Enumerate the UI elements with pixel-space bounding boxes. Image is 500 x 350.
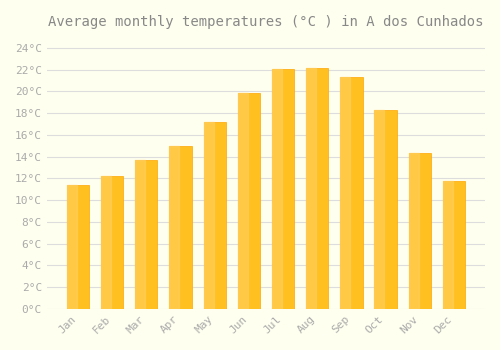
Bar [101, 176, 111, 309]
Bar [408, 153, 431, 309]
Bar [204, 122, 226, 309]
Bar [101, 176, 123, 309]
Bar [170, 146, 192, 309]
Bar [443, 181, 465, 309]
Bar [340, 77, 350, 309]
Bar [408, 153, 418, 309]
Bar [170, 146, 179, 309]
Bar [306, 68, 328, 309]
Bar [238, 92, 260, 309]
Bar [374, 110, 396, 309]
Bar [272, 69, 282, 309]
Bar [443, 181, 453, 309]
Bar [340, 77, 362, 309]
Title: Average monthly temperatures (°C ) in A dos Cunhados: Average monthly temperatures (°C ) in A … [48, 15, 484, 29]
Bar [204, 122, 214, 309]
Bar [238, 92, 248, 309]
Bar [67, 185, 89, 309]
Bar [306, 68, 316, 309]
Bar [374, 110, 384, 309]
Bar [135, 160, 158, 309]
Bar [67, 185, 77, 309]
Bar [135, 160, 145, 309]
Bar [272, 69, 294, 309]
